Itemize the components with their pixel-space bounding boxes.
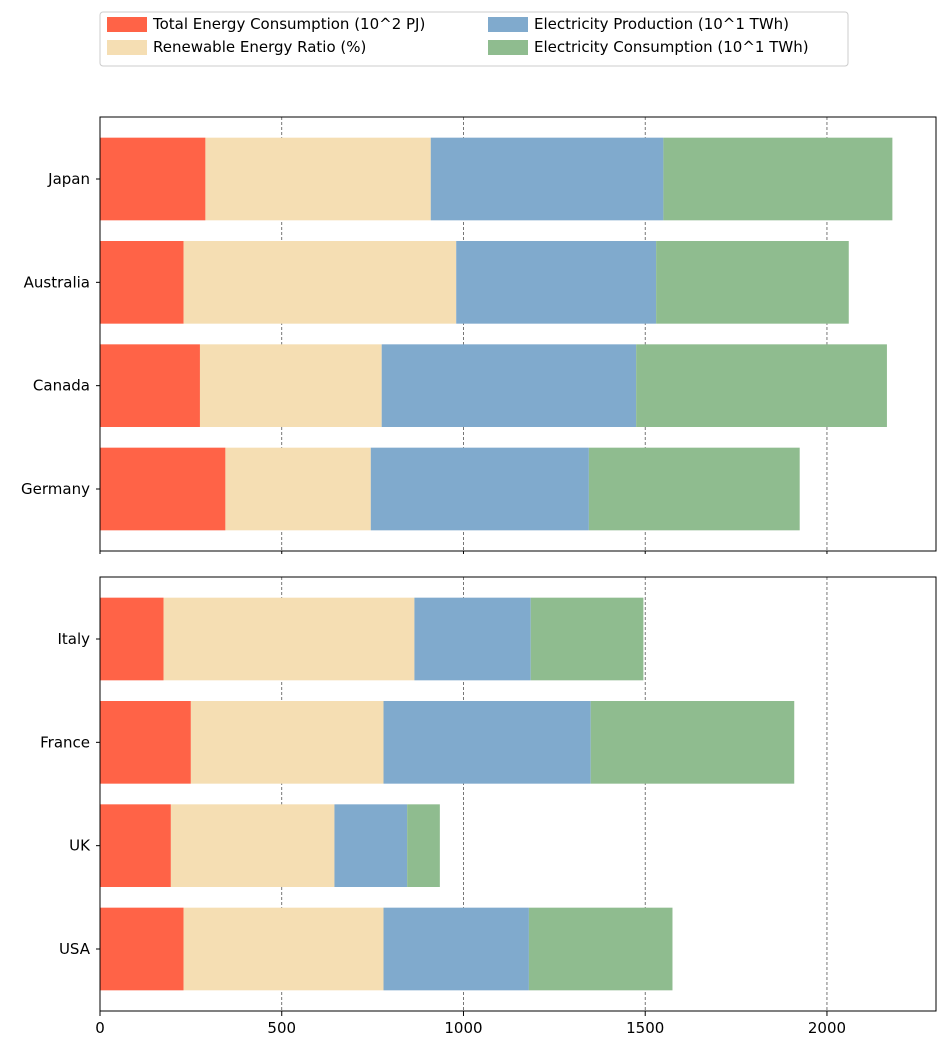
bar-segment <box>100 344 200 427</box>
plot-frame <box>99 116 937 552</box>
x-tick-label: 1000 <box>444 1019 482 1037</box>
bar-segment <box>205 137 431 221</box>
legend-label: Electricity Production (10^1 TWh) <box>534 15 789 33</box>
x-tick-label: 2000 <box>808 1019 846 1037</box>
legend-swatch <box>488 40 528 55</box>
bar-segment <box>383 907 529 991</box>
legend-swatch <box>488 17 528 32</box>
bar-segment <box>334 804 408 887</box>
x-axis: 0 500 1000 1500 2000 <box>95 1019 846 1037</box>
bar-segment <box>190 701 384 784</box>
y-tick-label: Japan <box>47 170 90 188</box>
x-tick-label: 0 <box>95 1019 105 1037</box>
bar-segment <box>199 344 382 427</box>
y-tick-label: USA <box>59 940 91 958</box>
bar-segment <box>456 241 657 324</box>
bar-segment <box>383 701 591 784</box>
y-tick-label: Italy <box>57 630 90 648</box>
bar-segment <box>100 241 184 324</box>
legend-swatch <box>107 40 147 55</box>
bar-segment <box>183 241 457 324</box>
bar-segment <box>100 907 184 991</box>
bar-segment <box>414 597 531 681</box>
bar-segment <box>100 447 226 531</box>
bar-segment <box>656 241 849 324</box>
y-tick-label: Australia <box>24 273 90 291</box>
y-tick-label: Germany <box>21 480 90 498</box>
plot-frame <box>99 576 937 1012</box>
bar-segment <box>170 804 335 887</box>
y-tick-label: UK <box>69 837 91 855</box>
bar-segment <box>100 597 164 681</box>
bar-segment <box>530 597 644 681</box>
bar-segment <box>163 597 415 681</box>
bar-segment <box>636 344 887 427</box>
bar-segment <box>100 701 191 784</box>
top-panel: Japan Australia Canada Germany <box>21 116 937 554</box>
bar-segment <box>430 137 664 221</box>
y-tick-label: France <box>40 733 90 751</box>
bar-segment <box>370 447 589 531</box>
bar-segment <box>225 447 371 531</box>
bar-segment <box>407 804 440 887</box>
bar-segment <box>381 344 637 427</box>
legend-label: Renewable Energy Ratio (%) <box>153 38 366 56</box>
bar-segment <box>100 137 206 221</box>
bar-segment <box>663 137 893 221</box>
legend-swatch <box>107 17 147 32</box>
y-tick-label: Canada <box>33 377 90 395</box>
bar-segment <box>588 447 800 531</box>
bar-segment <box>100 804 171 887</box>
legend: Total Energy Consumption (10^2 PJ) Renewa… <box>99 11 849 67</box>
bar-segment <box>183 907 384 991</box>
legend-label: Electricity Consumption (10^1 TWh) <box>534 38 809 56</box>
bottom-panel: Italy France UK USA <box>40 576 937 1016</box>
legend-frame <box>99 11 849 67</box>
x-tick-label: 1500 <box>626 1019 664 1037</box>
bar-segment <box>528 907 673 991</box>
x-tick-label: 500 <box>267 1019 296 1037</box>
legend-label: Total Energy Consumption (10^2 PJ) <box>152 15 425 33</box>
bar-segment <box>590 701 795 784</box>
